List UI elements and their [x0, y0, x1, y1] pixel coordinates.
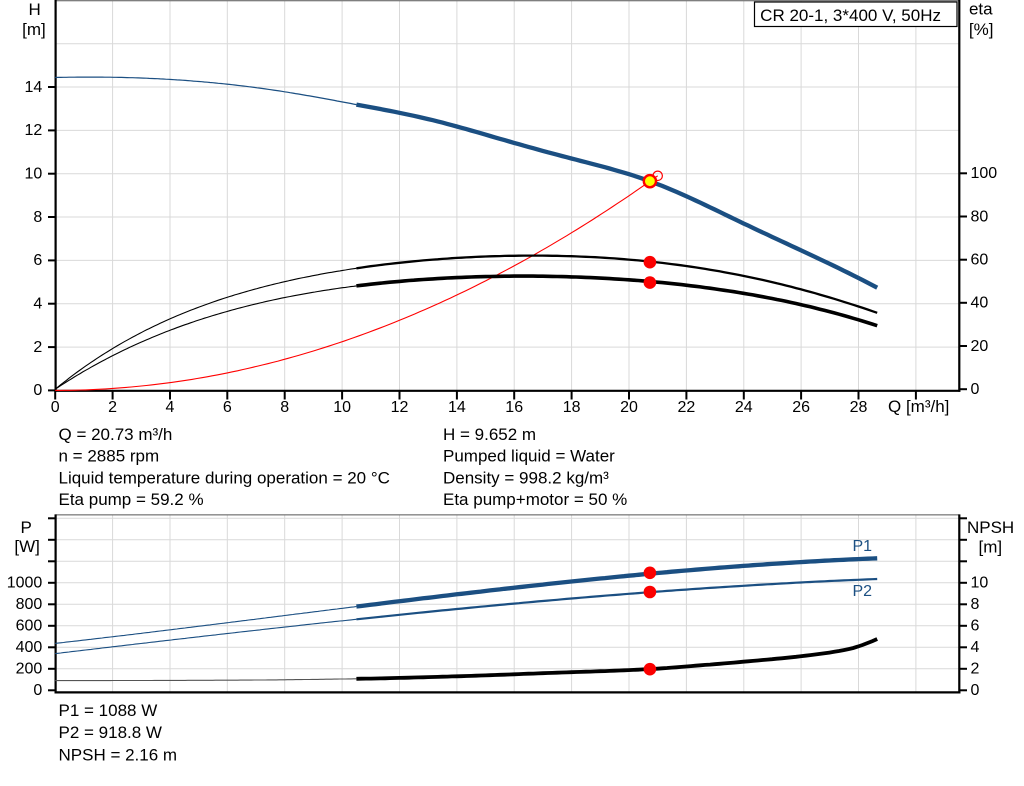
svg-text:NPSH: NPSH	[967, 518, 1014, 537]
svg-text:4: 4	[971, 639, 980, 656]
svg-text:16: 16	[505, 399, 523, 416]
svg-text:4: 4	[33, 296, 42, 313]
svg-text:12: 12	[391, 399, 409, 416]
svg-text:2: 2	[33, 339, 42, 356]
svg-text:P1: P1	[853, 538, 873, 555]
svg-text:20: 20	[620, 399, 638, 416]
svg-text:200: 200	[16, 661, 43, 678]
svg-text:400: 400	[16, 639, 43, 656]
svg-text:80: 80	[971, 208, 989, 225]
svg-text:40: 40	[971, 295, 989, 312]
svg-text:8: 8	[33, 209, 42, 226]
svg-text:14: 14	[25, 79, 43, 96]
svg-text:2: 2	[108, 399, 117, 416]
svg-text:P1 = 1088 W: P1 = 1088 W	[59, 701, 158, 720]
svg-text:0: 0	[33, 682, 42, 699]
svg-text:NPSH = 2.16 m: NPSH = 2.16 m	[59, 746, 178, 765]
svg-text:26: 26	[792, 399, 810, 416]
svg-text:P2 = 918.8 W: P2 = 918.8 W	[59, 723, 162, 742]
svg-text:H = 9.652 m: H = 9.652 m	[443, 425, 536, 444]
svg-text:28: 28	[850, 399, 868, 416]
svg-text:1000: 1000	[7, 575, 43, 592]
svg-text:n = 2885 rpm: n = 2885 rpm	[59, 447, 160, 466]
svg-text:P2: P2	[853, 583, 873, 600]
svg-text:Liquid temperature during oper: Liquid temperature during operation = 20…	[59, 468, 390, 487]
svg-text:22: 22	[678, 399, 696, 416]
svg-text:12: 12	[25, 122, 43, 139]
svg-text:10: 10	[25, 166, 43, 183]
svg-text:eta: eta	[969, 0, 993, 19]
svg-text:10: 10	[333, 399, 351, 416]
svg-text:Density = 998.2 kg/m³: Density = 998.2 kg/m³	[443, 468, 609, 487]
svg-text:0: 0	[51, 399, 60, 416]
svg-text:8: 8	[971, 596, 980, 613]
svg-text:[m]: [m]	[22, 20, 46, 39]
svg-text:P: P	[21, 518, 32, 537]
svg-text:18: 18	[563, 399, 581, 416]
svg-text:20: 20	[971, 338, 989, 355]
svg-text:2: 2	[971, 661, 980, 678]
svg-text:800: 800	[16, 596, 43, 613]
svg-text:[W]: [W]	[14, 537, 40, 556]
svg-text:24: 24	[735, 399, 753, 416]
svg-text:100: 100	[971, 165, 998, 182]
svg-text:Q [m³/h]: Q [m³/h]	[888, 397, 949, 416]
svg-text:[m]: [m]	[978, 537, 1002, 556]
svg-text:0: 0	[971, 381, 980, 398]
svg-text:Eta pump = 59.2 %: Eta pump = 59.2 %	[59, 490, 204, 509]
svg-text:CR 20-1, 3*400 V, 50Hz: CR 20-1, 3*400 V, 50Hz	[760, 6, 941, 25]
svg-text:6: 6	[971, 618, 980, 635]
svg-text:H: H	[28, 0, 40, 19]
svg-text:Eta pump+motor = 50 %: Eta pump+motor = 50 %	[443, 490, 627, 509]
svg-text:600: 600	[16, 618, 43, 635]
svg-text:0: 0	[33, 382, 42, 399]
svg-text:6: 6	[223, 399, 232, 416]
svg-text:[%]: [%]	[969, 20, 994, 39]
svg-text:0: 0	[971, 682, 980, 699]
svg-text:10: 10	[971, 575, 989, 592]
svg-text:Q = 20.73 m³/h: Q = 20.73 m³/h	[59, 425, 173, 444]
svg-text:8: 8	[280, 399, 289, 416]
svg-text:60: 60	[971, 252, 989, 269]
svg-text:Pumped liquid = Water: Pumped liquid = Water	[443, 447, 615, 466]
svg-text:14: 14	[448, 399, 466, 416]
svg-text:6: 6	[33, 252, 42, 269]
svg-text:4: 4	[166, 399, 175, 416]
